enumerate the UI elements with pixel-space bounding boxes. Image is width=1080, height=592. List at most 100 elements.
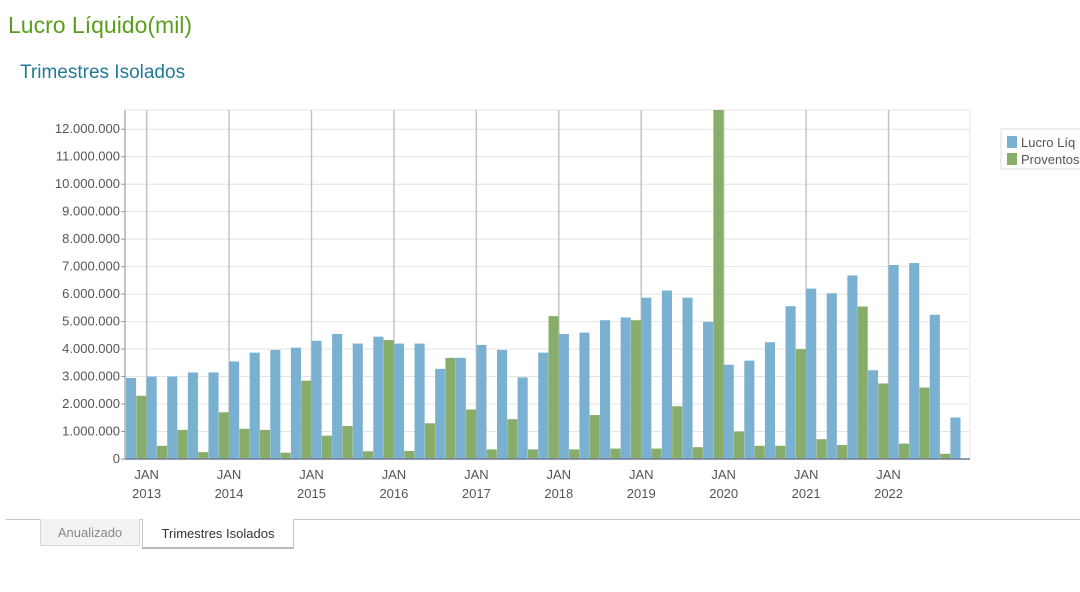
bar-proventos[interactable] bbox=[466, 409, 477, 459]
bar-lucro-liq[interactable] bbox=[867, 370, 879, 459]
bar-lucro-liq[interactable] bbox=[311, 340, 322, 459]
bar-lucro-liq[interactable] bbox=[229, 361, 240, 459]
bar-lucro-liq[interactable] bbox=[682, 297, 693, 459]
bar-proventos[interactable] bbox=[857, 306, 868, 459]
bar-proventos[interactable] bbox=[919, 387, 930, 459]
y-tick-label: 4.000.000 bbox=[62, 341, 120, 356]
y-tick-label: 0 bbox=[113, 451, 120, 466]
x-tick-month-label: JAN bbox=[876, 467, 901, 482]
bar-proventos[interactable] bbox=[775, 445, 786, 459]
bar-proventos[interactable] bbox=[239, 428, 250, 459]
x-tick-month-label: JAN bbox=[464, 467, 489, 482]
tab-anualizado[interactable]: Anualizado bbox=[40, 519, 140, 546]
bar-lucro-liq[interactable] bbox=[249, 352, 260, 459]
bar-proventos[interactable] bbox=[610, 448, 621, 459]
bar-proventos[interactable] bbox=[527, 449, 538, 459]
y-tick-label: 11.000.000 bbox=[56, 149, 120, 164]
bar-lucro-liq[interactable] bbox=[929, 314, 940, 459]
bar-proventos[interactable] bbox=[589, 415, 600, 459]
bar-lucro-liq[interactable] bbox=[806, 288, 817, 459]
bar-proventos[interactable] bbox=[651, 448, 662, 459]
bar-proventos[interactable] bbox=[363, 451, 374, 459]
bar-proventos[interactable] bbox=[136, 395, 147, 459]
bar-lucro-liq[interactable] bbox=[558, 333, 569, 459]
bar-lucro-liq[interactable] bbox=[909, 263, 920, 459]
y-tick-label: 7.000.000 bbox=[62, 259, 120, 274]
bar-proventos[interactable] bbox=[218, 412, 229, 459]
bar-lucro-liq[interactable] bbox=[290, 347, 301, 459]
bar-lucro-liq[interactable] bbox=[950, 417, 961, 459]
bar-lucro-liq[interactable] bbox=[785, 306, 796, 459]
bar-proventos[interactable] bbox=[816, 439, 827, 459]
bar-proventos[interactable] bbox=[713, 110, 724, 459]
bar-proventos[interactable] bbox=[486, 449, 497, 459]
bar-lucro-liq[interactable] bbox=[600, 320, 611, 459]
bar-lucro-liq[interactable] bbox=[744, 360, 755, 459]
bar-lucro-liq[interactable] bbox=[167, 376, 178, 459]
bar-proventos[interactable] bbox=[795, 349, 806, 459]
bar-lucro-liq[interactable] bbox=[661, 290, 672, 459]
bar-lucro-liq[interactable] bbox=[723, 364, 734, 459]
page-title: Lucro Líquido(mil) bbox=[8, 12, 193, 38]
chart-subtitle: Trimestres Isolados bbox=[20, 62, 186, 83]
bar-proventos[interactable] bbox=[342, 426, 353, 459]
bar-lucro-liq[interactable] bbox=[888, 264, 899, 459]
x-tick-year-label: 2017 bbox=[462, 486, 491, 501]
bar-lucro-liq[interactable] bbox=[579, 332, 590, 459]
bar-proventos[interactable] bbox=[733, 431, 745, 459]
x-tick-year-label: 2015 bbox=[297, 486, 326, 501]
bar-proventos[interactable] bbox=[878, 383, 889, 459]
bar-lucro-liq[interactable] bbox=[847, 275, 858, 459]
bar-lucro-liq[interactable] bbox=[517, 377, 528, 459]
bar-lucro-liq[interactable] bbox=[270, 349, 281, 459]
bar-proventos[interactable] bbox=[198, 452, 209, 459]
bar-proventos[interactable] bbox=[548, 316, 559, 459]
bar-proventos[interactable] bbox=[404, 451, 415, 459]
bar-proventos[interactable] bbox=[177, 429, 188, 459]
bar-proventos[interactable] bbox=[424, 423, 435, 459]
bar-lucro-liq[interactable] bbox=[393, 343, 405, 459]
bar-lucro-liq[interactable] bbox=[764, 342, 776, 459]
bar-lucro-liq[interactable] bbox=[146, 376, 157, 459]
legend-label[interactable]: Proventos bbox=[1021, 152, 1080, 167]
bar-lucro-liq[interactable] bbox=[455, 357, 466, 459]
x-tick-month-label: JAN bbox=[794, 467, 819, 482]
bar-proventos[interactable] bbox=[692, 447, 703, 459]
y-tick-label: 8.000.000 bbox=[62, 231, 120, 246]
bar-proventos[interactable] bbox=[445, 357, 456, 459]
bar-lucro-liq[interactable] bbox=[126, 377, 137, 459]
bar-proventos[interactable] bbox=[383, 340, 394, 459]
bar-proventos[interactable] bbox=[156, 445, 168, 459]
bar-lucro-liq[interactable] bbox=[496, 349, 508, 459]
bar-proventos[interactable] bbox=[630, 320, 642, 459]
y-tick-label: 10.000.000 bbox=[55, 176, 120, 191]
bar-lucro-liq[interactable] bbox=[352, 343, 363, 459]
bar-lucro-liq[interactable] bbox=[703, 321, 714, 459]
tab-trimestres-isolados[interactable]: Trimestres Isolados bbox=[142, 519, 294, 549]
bar-proventos[interactable] bbox=[898, 443, 909, 459]
bar-lucro-liq[interactable] bbox=[208, 372, 219, 459]
bar-lucro-liq[interactable] bbox=[826, 293, 837, 459]
chart-area: 0 1.000.000 2.000.000 3.000.000 4.000.000 5.0… bbox=[0, 95, 1080, 515]
bar-proventos[interactable] bbox=[507, 419, 518, 459]
bar-proventos[interactable] bbox=[259, 429, 271, 459]
bar-lucro-liq[interactable] bbox=[332, 333, 343, 459]
bar-proventos[interactable] bbox=[940, 453, 951, 459]
bar-lucro-liq[interactable] bbox=[414, 343, 425, 459]
bar-proventos[interactable] bbox=[837, 444, 848, 459]
bar-lucro-liq[interactable] bbox=[435, 368, 446, 459]
bar-proventos[interactable] bbox=[754, 445, 765, 459]
bar-proventos[interactable] bbox=[280, 452, 291, 459]
legend[interactable]: Lucro Líq Proventos bbox=[1000, 128, 1080, 170]
bar-lucro-liq[interactable] bbox=[476, 344, 487, 459]
bar-lucro-liq[interactable] bbox=[373, 336, 384, 459]
legend-label[interactable]: Lucro Líq bbox=[1021, 135, 1075, 150]
bar-lucro-liq[interactable] bbox=[538, 352, 549, 459]
bar-proventos[interactable] bbox=[301, 380, 312, 459]
bar-lucro-liq[interactable] bbox=[187, 372, 198, 459]
bar-proventos[interactable] bbox=[569, 449, 580, 459]
bar-lucro-liq[interactable] bbox=[620, 317, 631, 459]
bar-proventos[interactable] bbox=[321, 435, 332, 459]
bar-proventos[interactable] bbox=[672, 406, 683, 459]
bar-lucro-liq[interactable] bbox=[641, 297, 652, 459]
